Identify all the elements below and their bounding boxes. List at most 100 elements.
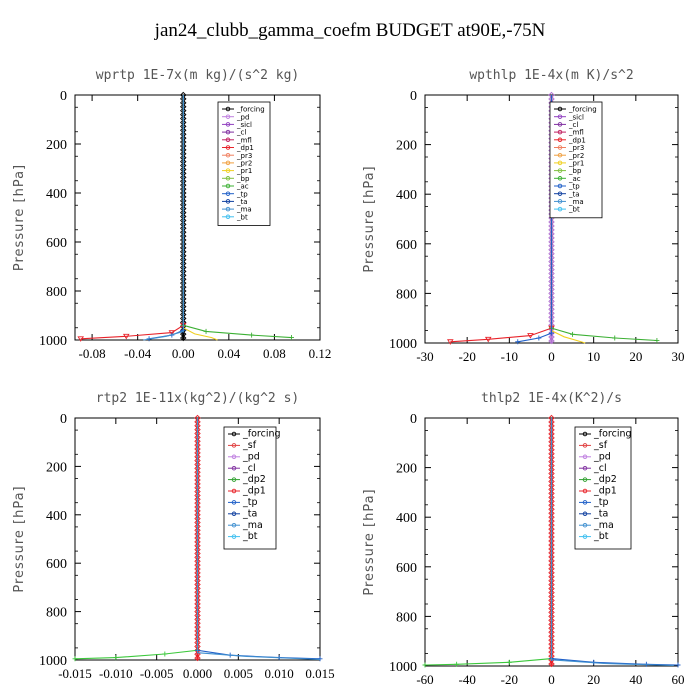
data-point [289,335,295,341]
legend-entry: _bt [236,213,248,221]
legend-marker [225,206,231,212]
legend-marker [557,176,563,181]
y-axis-label: Pressure [hPa] [362,488,377,595]
x-tick-label: 40 [629,672,642,687]
legend-entry: _ma [236,206,252,214]
legend-marker [225,183,231,189]
data-point [249,332,255,338]
data-point [77,336,84,342]
series-line-dp1 [74,418,199,660]
series-line-dp1 [424,418,553,666]
legend-entry: _dp1 [236,144,254,152]
legend-marker [557,160,563,166]
legend-entry: _bt [593,531,609,542]
x-tick-label: -40 [458,672,475,687]
legend-entry: _sf [593,440,608,451]
legend-entry: _sicl [236,121,252,129]
x-tick-label: 0.04 [217,346,240,361]
legend-marker [557,199,563,204]
chart-title: wprtp 1E-7x(m kg)/(s^2 kg) [96,68,300,83]
y-tick-label: 1000 [39,654,67,669]
x-tick-label: -0.005 [140,666,174,681]
legend-marker [582,511,588,517]
y-tick-label: 0 [410,89,417,104]
legend-box [223,426,277,550]
x-tick-label: 60 [672,672,685,687]
data-point [162,651,168,657]
y-tick-label: 600 [46,236,67,251]
legend-marker [582,443,588,448]
legend-entry: _sicl [568,113,584,121]
legend-entry: _dp2 [242,474,266,485]
y-axis-label: Pressure [hPa] [362,165,377,272]
x-tick-label: 0.00 [172,346,195,361]
legend-marker [582,477,588,482]
x-tick-label: 20 [629,349,642,364]
y-tick-label: 0 [410,412,417,427]
data-point [454,661,460,667]
legend-entry: _dp1 [568,136,586,144]
legend-entry: _pr2 [568,152,584,160]
data-point [447,339,454,345]
legend-entry: _ac [568,175,581,183]
legend-entry: _mfl [568,129,584,137]
y-tick-label: 600 [396,561,417,576]
legend: _forcing_sf_pd_cl_dp2_dp1_tp_ta_ma_bt [223,426,281,550]
legend-entry: _pr1 [568,160,584,168]
y-tick-label: 1000 [39,334,67,349]
chart-panel-2: wpthlp 1E-4x(m K)/s^2 Pressure [hPa] 0 20 0 4… [362,68,685,364]
data-point [484,336,492,343]
legend-entry: _cl [242,463,256,474]
legend-marker [231,500,237,505]
legend-marker [557,152,563,158]
legend: _forcing_sf_pd_cl_dp2_dp1_tp_ta_ma_bt [574,426,632,550]
legend-entry: _ac [236,183,249,191]
data-point [180,334,187,342]
legend-marker [225,129,231,135]
x-tick-label: 0.015 [305,666,334,681]
data-point [549,330,554,336]
legend-entry: _dp1 [242,486,266,497]
x-tick-label: 0.005 [224,666,253,681]
legend-entry: _ta [593,508,608,519]
x-tick-label: -10 [501,349,518,364]
data-point [612,335,618,341]
data-point [72,656,78,662]
y-tick-label: 400 [396,511,417,526]
legend-marker [557,206,563,212]
legend-entry: _tp [568,183,580,191]
y-tick-label: 800 [46,606,67,621]
legend-entry: _sf [242,440,257,451]
chart-title: wpthlp 1E-4x(m K)/s^2 [469,68,633,83]
legend-marker [582,488,588,494]
legend: _forcing_pd_sicl_cl_mfl_dp1_pr3_pr2_pr1_… [217,101,271,226]
legend-entry: _cl [236,129,246,137]
legend-entry: _pr3 [568,144,584,152]
legend-entry: _ma [568,198,584,206]
legend-marker [582,454,588,460]
data-point [422,662,428,668]
legend-marker [225,152,231,158]
series-line-tp [149,95,184,340]
data-point [527,333,534,339]
legend-marker [225,114,231,119]
chart-title: rtp2 1E-11x(kg^2)/(kg^2 s) [96,391,300,406]
legend-marker [557,145,563,150]
legend-entry: _pd [593,451,611,462]
legend-entry: _pr1 [236,167,252,175]
series-line-tp [517,95,553,343]
y-tick-label: 1000 [389,660,417,675]
legend-marker [225,214,231,220]
y-tick-label: 400 [396,188,417,203]
legend-entry: _cl [593,463,607,474]
x-tick-label: 0 [548,349,555,364]
series-line-ma [143,95,184,341]
series-line-ma [196,418,321,661]
series-line-pr1 [182,95,218,341]
data-point [203,328,209,334]
legend-marker [225,137,231,143]
x-tick-label: -20 [501,672,518,687]
legend-entry: _ta [568,190,580,198]
x-tick-label: 0.08 [263,346,286,361]
